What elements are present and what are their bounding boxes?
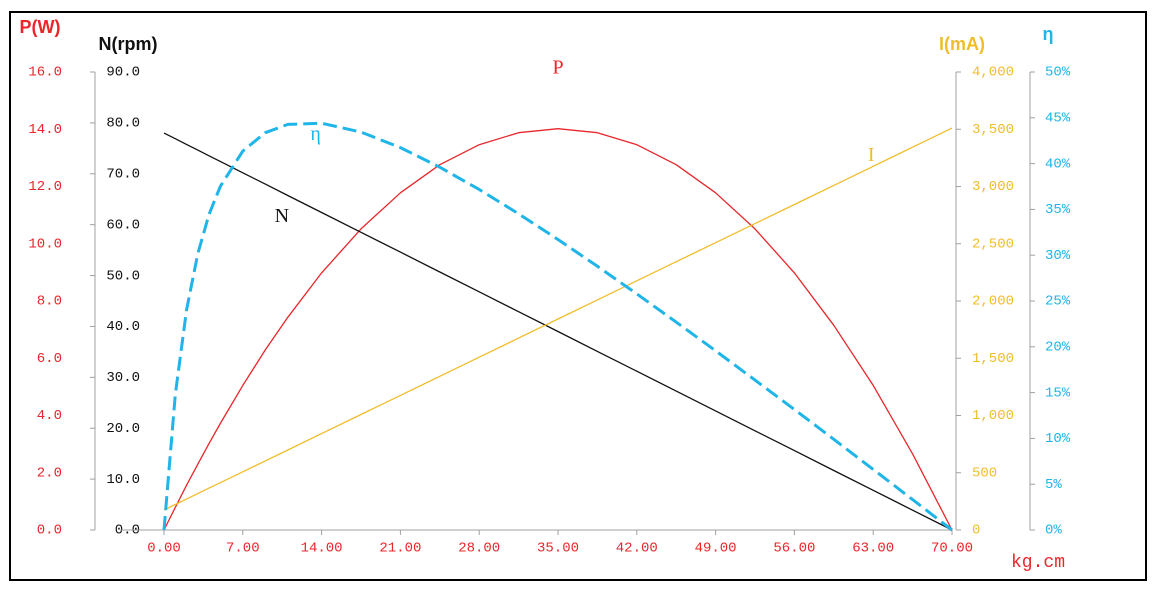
y-tick-label: 30.0 (106, 370, 140, 386)
y-tick-label: 45% (1045, 111, 1071, 127)
y-tick-label: 2,000 (972, 294, 1014, 310)
series-line (163, 127, 953, 511)
y-tick-label: 3,500 (972, 122, 1014, 138)
x-axis-title: kg.cm (1011, 553, 1065, 573)
y-tick-label: 12.0 (28, 179, 62, 195)
series-label: N (275, 205, 289, 227)
axis-title: η (1043, 24, 1054, 44)
y-tick-label: 6.0 (37, 351, 62, 367)
y-tick-label: 30% (1045, 248, 1071, 264)
y-tick-label: 0.0 (37, 523, 62, 539)
series-line (162, 121, 953, 532)
x-tick-label: 0.00 (147, 541, 181, 557)
y-tick-label: 2,500 (972, 236, 1014, 252)
series-line (163, 128, 953, 531)
y-tick-label: 1,000 (972, 408, 1014, 424)
axis-title: P(W) (20, 17, 61, 37)
y-tick-label: 80.0 (106, 116, 140, 132)
y-tick-label: 500 (972, 465, 997, 481)
y-tick-label: 16.0 (28, 65, 62, 81)
series-line (163, 132, 953, 531)
x-tick-label: 63.00 (852, 541, 894, 557)
y-tick-label: 2.0 (37, 465, 62, 481)
x-tick-label: 14.00 (301, 541, 343, 557)
y-tick-label: 4,000 (972, 65, 1014, 81)
x-tick-label: 28.00 (458, 541, 500, 557)
y-tick-label: 4.0 (37, 408, 62, 424)
y-tick-label: 50% (1045, 65, 1071, 81)
y-tick-label: 20% (1045, 340, 1071, 356)
y-tick-label: 5% (1045, 477, 1062, 493)
chart-frame (9, 11, 1147, 581)
y-tick-label: 10.0 (28, 236, 62, 252)
y-tick-label: 0.0 (115, 523, 140, 539)
x-tick-label: 70.00 (931, 541, 973, 557)
y-tick-label: 10.0 (106, 472, 140, 488)
y-tick-label: 35% (1045, 202, 1071, 218)
x-tick-label: 56.00 (773, 541, 815, 557)
x-tick-label: 7.00 (226, 541, 260, 557)
axis-title: I(mA) (939, 34, 985, 54)
y-tick-label: 20.0 (106, 421, 140, 437)
x-tick-label: 21.00 (379, 541, 421, 557)
axis-title: N(rpm) (99, 34, 158, 54)
y-tick-label: 40% (1045, 156, 1071, 172)
x-tick-label: 35.00 (537, 541, 579, 557)
y-tick-label: 0 (972, 523, 980, 539)
y-tick-label: 50.0 (106, 268, 140, 284)
y-tick-label: 1,500 (972, 351, 1014, 367)
series-label: η (310, 123, 320, 145)
y-tick-label: 40.0 (106, 319, 140, 335)
x-tick-label: 42.00 (616, 541, 658, 557)
series-label: I (868, 144, 875, 166)
y-tick-label: 14.0 (28, 122, 62, 138)
y-tick-label: 3,000 (972, 179, 1014, 195)
y-tick-label: 70.0 (106, 166, 140, 182)
y-tick-label: 10% (1045, 431, 1071, 447)
x-tick-label: 49.00 (695, 541, 737, 557)
y-tick-label: 60.0 (106, 217, 140, 233)
y-tick-label: 90.0 (106, 65, 140, 81)
y-tick-label: 25% (1045, 294, 1071, 310)
y-tick-label: 8.0 (37, 294, 62, 310)
y-tick-label: 0% (1045, 523, 1062, 539)
y-tick-label: 15% (1045, 385, 1071, 401)
series-label: P (552, 56, 563, 78)
